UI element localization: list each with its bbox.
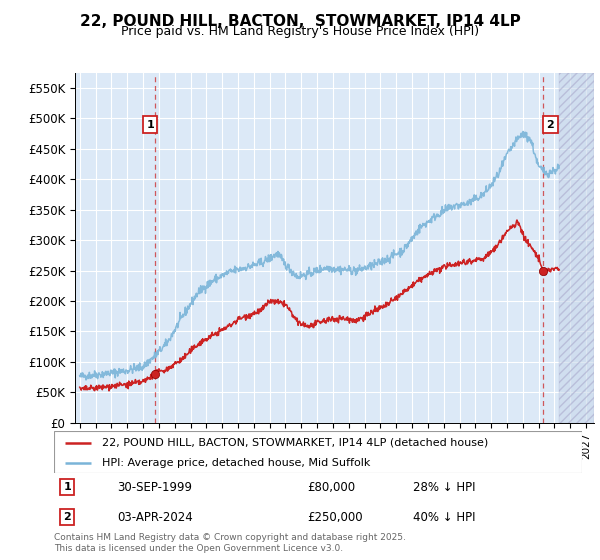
Text: Price paid vs. HM Land Registry's House Price Index (HPI): Price paid vs. HM Land Registry's House …: [121, 25, 479, 38]
Text: £250,000: £250,000: [307, 511, 363, 524]
Text: 2: 2: [64, 512, 71, 522]
Text: £80,000: £80,000: [307, 481, 356, 494]
Text: 2: 2: [547, 119, 554, 129]
Text: 30-SEP-1999: 30-SEP-1999: [118, 481, 193, 494]
Text: 1: 1: [146, 119, 154, 129]
Bar: [559, 73, 594, 423]
Text: 22, POUND HILL, BACTON,  STOWMARKET, IP14 4LP: 22, POUND HILL, BACTON, STOWMARKET, IP14…: [80, 14, 520, 29]
Text: Contains HM Land Registry data © Crown copyright and database right 2025.
This d: Contains HM Land Registry data © Crown c…: [54, 533, 406, 553]
Text: 40% ↓ HPI: 40% ↓ HPI: [413, 511, 476, 524]
Text: 28% ↓ HPI: 28% ↓ HPI: [413, 481, 476, 494]
Text: HPI: Average price, detached house, Mid Suffolk: HPI: Average price, detached house, Mid …: [101, 458, 370, 468]
Text: 22, POUND HILL, BACTON, STOWMARKET, IP14 4LP (detached house): 22, POUND HILL, BACTON, STOWMARKET, IP14…: [101, 438, 488, 448]
Text: 03-APR-2024: 03-APR-2024: [118, 511, 193, 524]
Text: 1: 1: [64, 482, 71, 492]
